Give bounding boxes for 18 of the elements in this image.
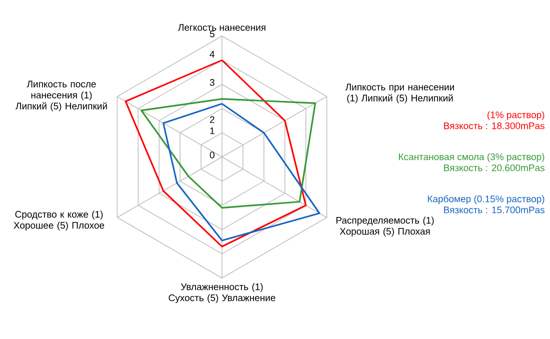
y-tick-label: 3 — [210, 79, 214, 86]
y-tick-label: 1 — [210, 128, 214, 134]
spoke-label: Липкость при нанесении (1) Липкий (5) Нелипкий — [345, 84, 454, 104]
text: (1% раствор) — [488, 111, 544, 120]
text: Вязкость : 20.600mPas — [444, 164, 544, 172]
text: Карбомер (0.15% раствор) — [428, 195, 544, 204]
text: Вязкость : 18.300mPas — [444, 122, 544, 130]
spoke-label: Легкость нанесения — [178, 24, 266, 31]
spoke-label: Увлажненность (1) Сухость (5) Увлажнение — [168, 283, 276, 304]
y-tick-label: 0 — [210, 152, 214, 158]
text: Вязкость : 15.700mPas — [444, 206, 544, 214]
y-tick-label: 4 — [210, 50, 215, 58]
spoke-label: Липкость после нанесения (1) Липкий (5) Нелипкий — [16, 80, 107, 112]
spoke-label: Сродство к коже (1) Хорошее (5) Плохое — [14, 210, 104, 231]
y-tick-label: 2 — [210, 116, 214, 123]
text: Ксантановая смола (3% раствор) — [399, 153, 544, 162]
y-tick-label: 5 — [210, 30, 214, 38]
spoke-label: Распределяемость (1) Хорошая (5) Плохая — [336, 216, 434, 237]
